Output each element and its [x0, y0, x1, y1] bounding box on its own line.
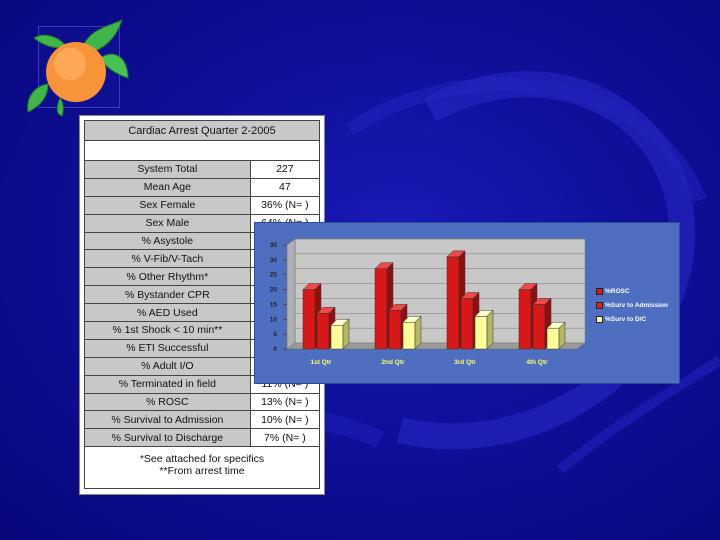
- row-value: 10% (N= ): [249, 410, 321, 430]
- legend-item: %ROSC: [596, 284, 668, 298]
- footnote-1: *See attached for specifics: [139, 453, 265, 465]
- row-label: Mean Age: [84, 177, 251, 197]
- row-label: % Asystole: [84, 231, 251, 251]
- row-label: % ETI Successful: [84, 338, 251, 358]
- bar-front: [316, 313, 330, 350]
- row-label: % Other Rhythm*: [84, 267, 251, 287]
- row-value: 36% (N= ): [249, 195, 321, 215]
- table-spacer: [84, 140, 320, 161]
- row-label: % AED Used: [84, 303, 251, 323]
- bar-side: [342, 318, 350, 350]
- row-label: % Bystander CPR: [84, 285, 251, 305]
- legend-item: %Surv to Admission: [596, 298, 668, 312]
- orange-logo-icon: [27, 19, 129, 117]
- bar-front: [374, 268, 388, 350]
- table-row: % ROSC 13% (N= ): [84, 392, 321, 412]
- row-value: 7% (N= ): [249, 428, 321, 448]
- legend-swatch: [596, 287, 603, 295]
- table-row: Sex Female 36% (N= ): [84, 195, 321, 215]
- bar-front: [474, 316, 488, 350]
- legend-swatch: [596, 315, 603, 323]
- bar-front: [330, 324, 344, 350]
- y-tick-label: 0: [273, 346, 277, 353]
- bar-front: [446, 256, 460, 350]
- bar-front: [402, 322, 416, 350]
- bar-front: [546, 327, 560, 350]
- row-label: % Adult I/O: [84, 356, 251, 376]
- bar-front: [460, 298, 474, 350]
- bar-front: [388, 310, 402, 350]
- legend-label: %Surv to Admission: [605, 301, 668, 309]
- y-tick-label: 25: [270, 272, 278, 279]
- y-tick-label: 15: [270, 301, 278, 308]
- row-label: % V-Fib/V-Tach: [84, 249, 251, 269]
- row-value: 47: [249, 177, 321, 197]
- y-tick-label: 10: [270, 316, 278, 323]
- y-tick-label: 30: [270, 257, 278, 264]
- bar-side: [558, 321, 566, 350]
- legend-label: %Surv to D/C: [605, 315, 647, 323]
- bar-front: [532, 304, 546, 350]
- y-tick-label: 35: [270, 242, 278, 249]
- row-value: 227: [249, 160, 321, 179]
- x-tick-label: 2nd Qtr: [381, 359, 405, 366]
- row-value: 13% (N= ): [249, 392, 321, 412]
- footnote-2: **From arrest time: [159, 464, 245, 477]
- plot-left-wall: [286, 238, 296, 350]
- table-title: Cardiac Arrest Quarter 2-2005: [84, 120, 320, 141]
- table-row: System Total 227: [84, 160, 321, 179]
- bar-side: [414, 315, 422, 350]
- y-tick-label: 5: [273, 331, 277, 338]
- x-tick-label: 4th Qtr: [526, 359, 548, 366]
- quarterly-bar-chart-panel: 0 5 10 15 20 25 30 35 1st Qtr 2nd Qtr 3rd Qtr 4th Q…: [254, 222, 680, 384]
- table-row: % Survival to Discharge 7% (N= ): [84, 428, 321, 448]
- row-label: Sex Male: [84, 213, 251, 233]
- x-tick-label: 3rd Qtr: [454, 359, 476, 366]
- bar-front: [302, 289, 316, 350]
- footnote-box: [84, 446, 320, 489]
- table-row: Mean Age 47: [84, 177, 321, 197]
- row-label: % ROSC: [84, 392, 251, 412]
- row-label: % Survival to Discharge: [84, 428, 251, 448]
- row-label: % Terminated in field: [84, 374, 251, 394]
- row-label: % 1st Shock < 10 min**: [84, 321, 251, 340]
- legend-label: %ROSC: [605, 287, 630, 295]
- row-label: Sex Female: [84, 195, 251, 215]
- row-label: System Total: [84, 160, 251, 179]
- legend-item: %Surv to D/C: [596, 312, 668, 326]
- bar-front: [518, 289, 532, 350]
- table-footnotes: *See attached for specifics **From arres…: [84, 453, 320, 477]
- x-tick-label: 1st Qtr: [311, 359, 332, 366]
- chart-legend: %ROSC %Surv to Admission %Surv to D/C: [596, 284, 668, 326]
- bar-chart: 0 5 10 15 20 25 30 35 1st Qtr 2nd Qtr 3rd Qtr 4th Q…: [270, 238, 586, 366]
- legend-swatch: [596, 301, 603, 309]
- table-row: % Survival to Admission 10% (N= ): [84, 410, 321, 430]
- row-label: % Survival to Admission: [84, 410, 251, 430]
- bar-side: [486, 309, 494, 350]
- y-tick-label: 20: [270, 287, 278, 294]
